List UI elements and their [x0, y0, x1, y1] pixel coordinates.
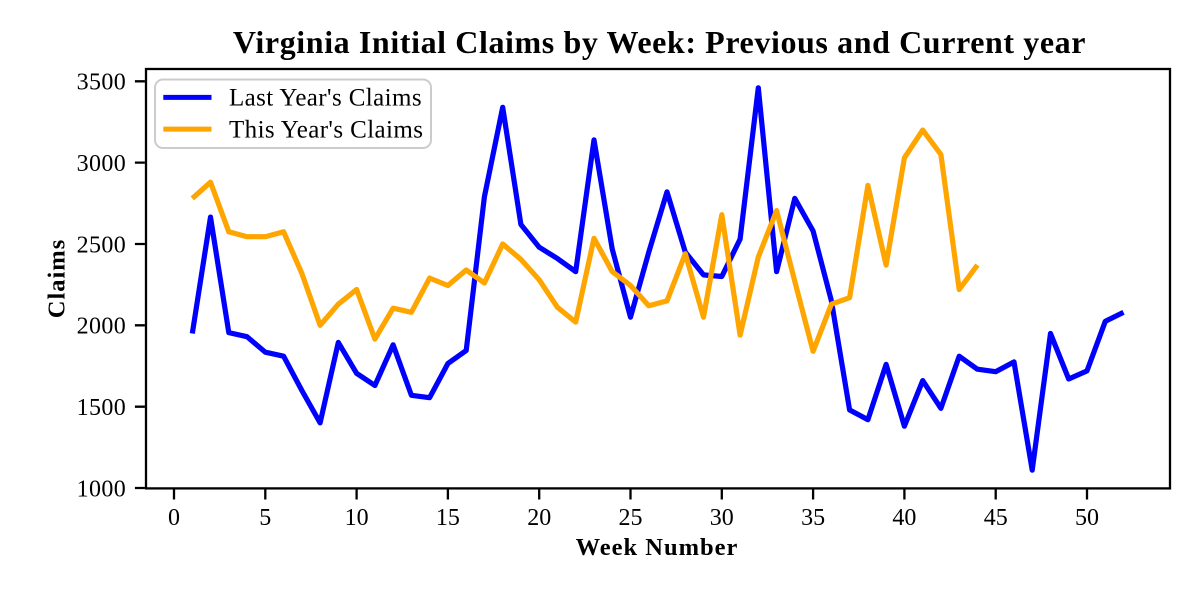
svg-text:15: 15: [436, 505, 460, 531]
svg-text:5: 5: [259, 505, 271, 531]
svg-text:0: 0: [168, 505, 180, 531]
svg-text:2500: 2500: [77, 232, 127, 258]
svg-text:Week Number: Week Number: [576, 534, 739, 561]
svg-text:30: 30: [710, 505, 734, 531]
svg-text:Last Year's Claims: Last Year's Claims: [229, 85, 422, 112]
svg-text:35: 35: [801, 505, 825, 531]
svg-text:2000: 2000: [77, 314, 127, 340]
svg-text:1000: 1000: [77, 476, 127, 502]
svg-text:20: 20: [527, 505, 551, 531]
svg-text:3500: 3500: [77, 70, 127, 96]
svg-text:45: 45: [984, 505, 1008, 531]
svg-text:25: 25: [619, 505, 643, 531]
svg-text:50: 50: [1075, 505, 1099, 531]
svg-text:1500: 1500: [77, 395, 127, 421]
svg-text:Claims: Claims: [44, 239, 71, 319]
svg-text:10: 10: [345, 505, 369, 531]
svg-text:40: 40: [892, 505, 916, 531]
svg-text:3000: 3000: [77, 151, 127, 177]
svg-text:This Year's Claims: This Year's Claims: [229, 116, 423, 143]
svg-text:Virginia Initial Claims by Wee: Virginia Initial Claims by Week: Previou…: [233, 24, 1086, 60]
